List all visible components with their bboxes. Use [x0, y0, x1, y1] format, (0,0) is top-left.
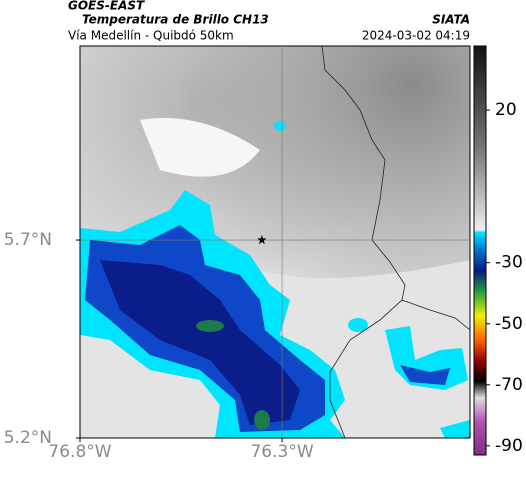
x-tick-label: 76.3°W [250, 442, 313, 462]
x-tick-label: 76.8°W [48, 442, 111, 462]
y-tick-label: 5.2°N [4, 428, 52, 448]
colorbar-label: -30 [495, 253, 523, 273]
location-marker [257, 235, 267, 245]
satellite-image [80, 46, 470, 438]
org: SIATA [432, 13, 470, 27]
subtitle: Vía Medellín - Quibdó 50km [68, 29, 234, 43]
timestamp: 2024-03-02 04:19 [362, 29, 470, 43]
y-tick-label: 5.7°N [4, 230, 52, 250]
source: GOES-EAST [68, 0, 145, 13]
colorbar [473, 45, 487, 456]
title: Temperatura de Brillo CH13 [82, 13, 269, 27]
map-frame [79, 45, 471, 439]
colorbar-label: -50 [495, 314, 523, 334]
colorbar-label: -90 [495, 436, 523, 456]
colorbar-label: -70 [495, 375, 523, 395]
colorbar-label: 20 [495, 100, 517, 120]
